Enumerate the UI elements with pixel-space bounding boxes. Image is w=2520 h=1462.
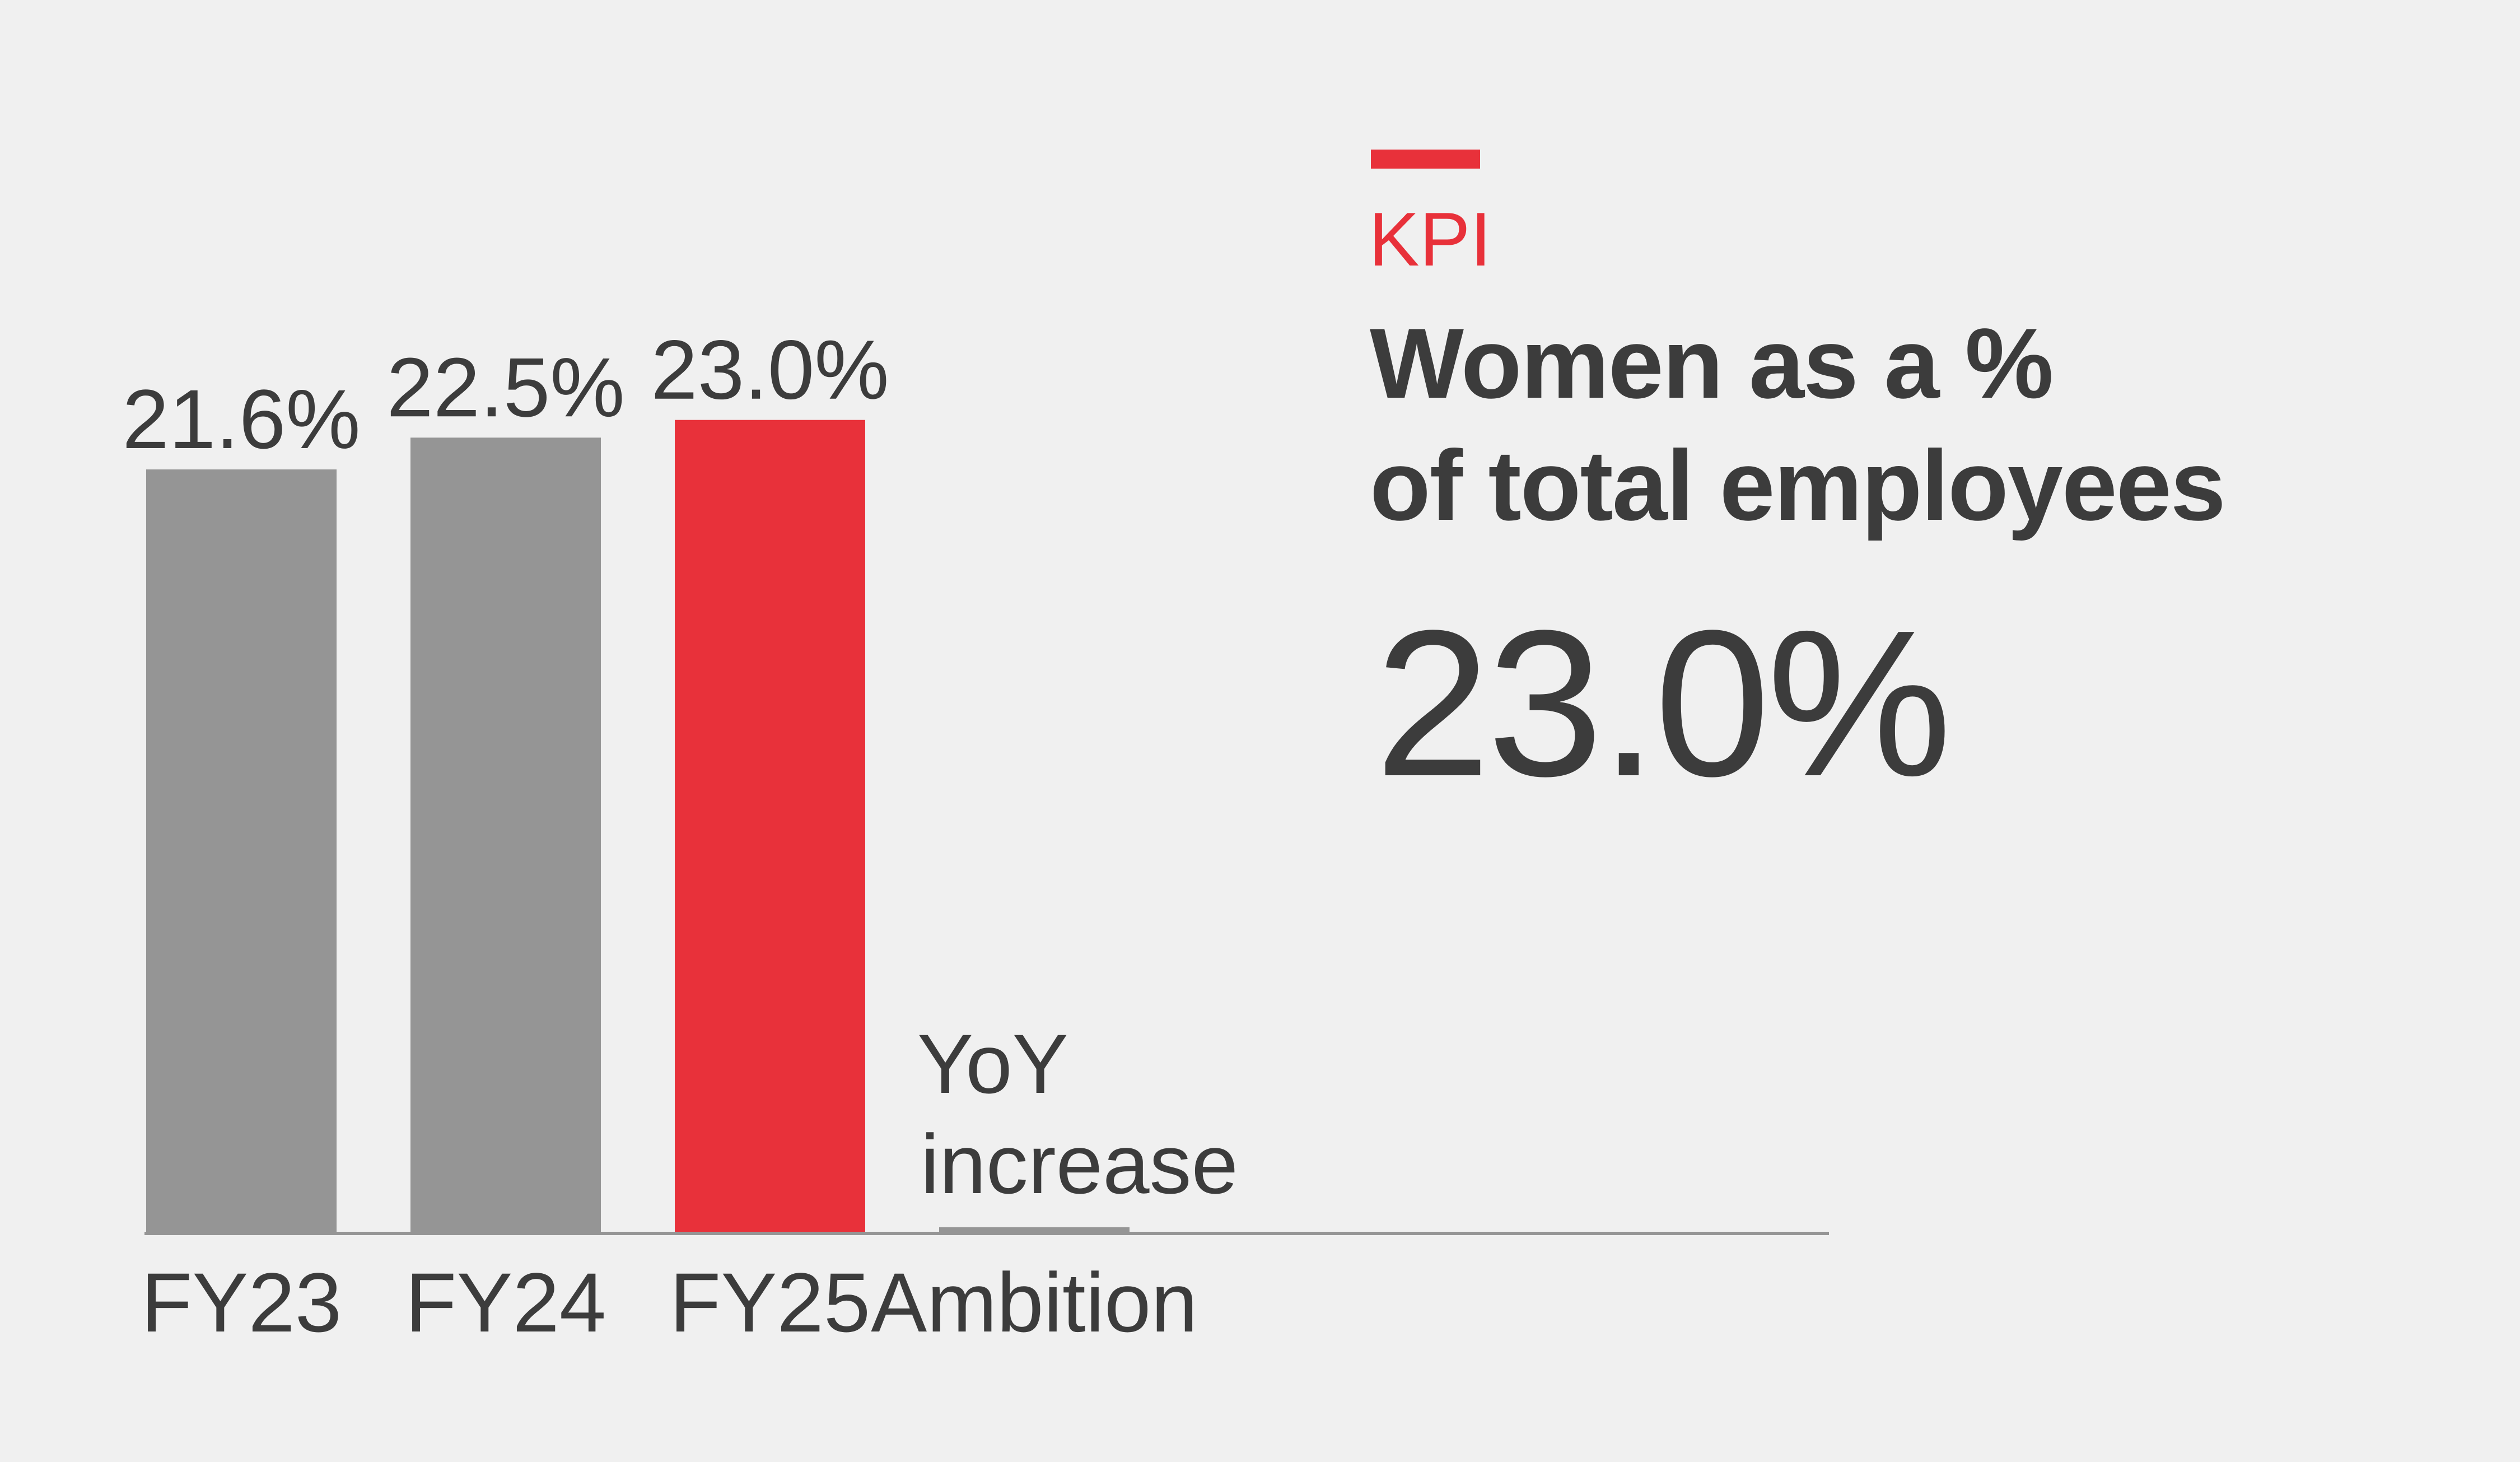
category-label-ambition: Ambition: [871, 1255, 1198, 1349]
bar-ambition: [939, 1227, 1130, 1233]
category-label-fy25: FY25: [670, 1255, 871, 1349]
bar-fy25: [675, 420, 865, 1233]
ambition-note-line2: increase: [921, 1117, 1238, 1211]
data-label-fy23: 21.6%: [122, 372, 360, 466]
kpi-tag: KPI: [1369, 197, 1492, 282]
kpi-title-line1: Women as a %: [1370, 308, 2054, 419]
kpi-accent-bar: [1371, 150, 1480, 169]
ambition-note-line1: YoY: [917, 1017, 1068, 1111]
category-label-fy24: FY24: [405, 1255, 606, 1349]
bar-fy23: [146, 469, 337, 1233]
category-label-fy23: FY23: [141, 1255, 342, 1349]
kpi-title: Women as a % of total employees: [1370, 302, 2226, 547]
data-label-fy24: 22.5%: [386, 340, 624, 434]
kpi-value: 23.0%: [1375, 586, 1952, 820]
kpi-title-line2: of total employees: [1370, 430, 2226, 541]
bar-fy24: [410, 437, 601, 1233]
data-label-fy25: 23.0%: [651, 323, 889, 417]
